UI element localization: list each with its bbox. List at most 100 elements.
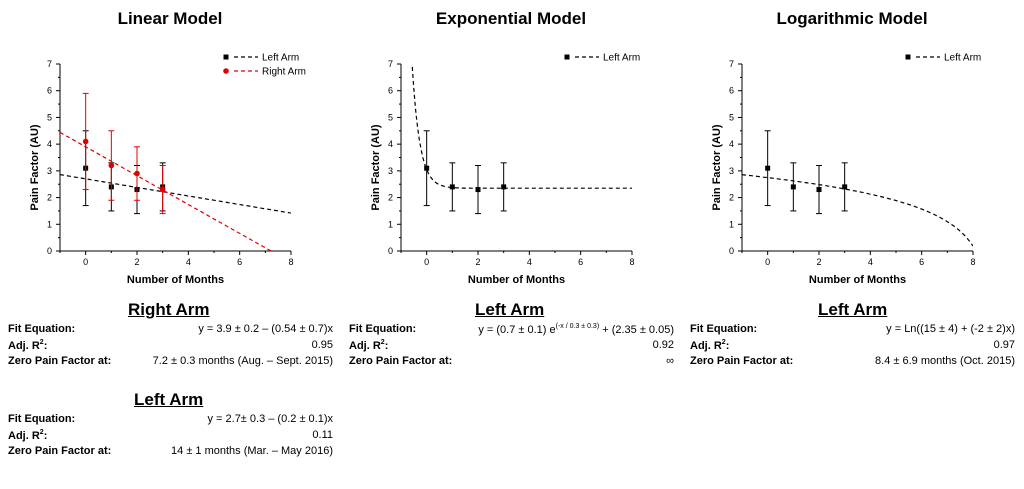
data-point (842, 184, 848, 190)
x-tick-label: 0 (765, 257, 770, 267)
left-arm-linear-equation-row: Fit Equation: y = 2.7± 0.3 – (0.2 ± 0.1)… (8, 413, 333, 429)
exponential-model-panel: Exponential Model 0 1 2 3 4 5 6 7 0 2 4 6 8 Number of … (341, 0, 682, 489)
linear-model-panel: Linear Model 0 1 2 3 4 5 6 7 0 2 4 6 8 Number of Month… (0, 0, 341, 489)
log-zero-row: Zero Pain Factor at: 8.4 ± 6.9 months (O… (690, 355, 1015, 371)
legend-marker (223, 54, 229, 60)
right-arm-r2-value: 0.95 (311, 339, 333, 351)
logarithmic-model-chart: Logarithmic Model 0 1 2 3 4 5 6 7 0 2 4 6 8 Number of … (711, 9, 981, 286)
data-point (134, 170, 140, 177)
legend-label: Left Arm (944, 53, 981, 64)
data-point (816, 187, 822, 193)
linear-model-chart: Linear Model 0 1 2 3 4 5 6 7 0 2 4 6 8 Number of Month… (29, 9, 306, 286)
y-axis-label: Pain Factor (AU) (29, 124, 41, 211)
y-axis-label: Pain Factor (AU) (370, 124, 382, 211)
adj-r2-label: Adj. R2: (690, 339, 730, 352)
right-arm-zero-value: 7.2 ± 0.3 months (Aug. – Sept. 2015) (152, 355, 333, 367)
exponential-equation-row: Fit Equation: y = (0.7 ± 0.1) e(-x / 0.3… (349, 323, 674, 339)
y-tick-label: 5 (47, 112, 52, 122)
left-arm-linear-zero-row: Zero Pain Factor at: 14 ± 1 months (Mar.… (8, 445, 333, 461)
x-tick-label: 4 (527, 257, 532, 267)
x-tick-label: 8 (629, 257, 634, 267)
right-arm-r2-row: Adj. R2: 0.95 (8, 339, 333, 355)
fit-line-left-arm (411, 64, 632, 189)
legend-label: Left Arm (262, 53, 299, 64)
y-tick-label: 0 (388, 246, 393, 256)
fit-line-left-arm (742, 174, 973, 247)
log-r2-value: 0.97 (993, 339, 1015, 351)
fit-equation-label: Fit Equation: (8, 323, 76, 335)
y-tick-label: 7 (47, 59, 52, 69)
y-tick-label: 6 (729, 86, 734, 96)
exponential-equation: y = (0.7 ± 0.1) e(-x / 0.3 ± 0.3) + (2.3… (478, 323, 674, 336)
x-tick-label: 2 (816, 257, 821, 267)
x-axis-label: Number of Months (127, 274, 224, 286)
data-point (108, 162, 115, 169)
left-arm-linear-r2-value: 0.11 (312, 429, 333, 441)
y-tick-label: 1 (729, 219, 734, 229)
y-tick-label: 5 (388, 112, 393, 122)
y-tick-label: 6 (47, 86, 52, 96)
exponential-zero-value: ∞ (666, 355, 674, 367)
data-point (424, 165, 430, 171)
x-tick-label: 8 (288, 257, 293, 267)
x-tick-label: 4 (186, 257, 191, 267)
x-tick-label: 6 (919, 257, 924, 267)
exponential-left-arm-fit-title: Left Arm (475, 300, 545, 319)
legend-label: Left Arm (603, 53, 640, 64)
x-tick-label: 6 (237, 257, 242, 267)
left-arm-linear-fit-title: Left Arm (134, 390, 204, 409)
data-point (82, 138, 89, 145)
data-point (790, 184, 796, 190)
x-tick-label: 4 (868, 257, 873, 267)
right-arm-equation: y = 3.9 ± 0.2 – (0.54 ± 0.7)x (198, 323, 333, 335)
fit-equation-label: Fit Equation: (690, 323, 758, 335)
y-tick-label: 1 (47, 219, 52, 229)
log-r2-row: Adj. R2: 0.97 (690, 339, 1015, 355)
data-point (159, 186, 166, 193)
y-tick-label: 7 (388, 59, 393, 69)
exponential-model-chart: Exponential Model 0 1 2 3 4 5 6 7 0 2 4 6 8 Number of … (370, 9, 640, 286)
y-tick-label: 0 (47, 246, 52, 256)
fit-line-right-arm (60, 131, 273, 251)
x-tick-label: 6 (578, 257, 583, 267)
legend-marker (223, 68, 229, 74)
chart-title: Exponential Model (436, 9, 586, 28)
right-arm-equation-row: Fit Equation: y = 3.9 ± 0.2 – (0.54 ± 0.… (8, 323, 333, 339)
x-tick-label: 8 (970, 257, 975, 267)
zero-pain-label: Zero Pain Factor at: (8, 355, 112, 367)
y-tick-label: 1 (388, 219, 393, 229)
legend-label: Right Arm (262, 67, 306, 78)
y-tick-label: 2 (729, 193, 734, 203)
y-tick-label: 2 (47, 193, 52, 203)
x-axis-label: Number of Months (468, 274, 565, 286)
x-tick-label: 0 (83, 257, 88, 267)
zero-pain-label: Zero Pain Factor at: (8, 445, 112, 457)
y-axis-label: Pain Factor (AU) (711, 124, 723, 211)
exponential-zero-row: Zero Pain Factor at: ∞ (349, 355, 674, 371)
x-tick-label: 0 (424, 257, 429, 267)
y-tick-label: 4 (388, 139, 393, 149)
y-tick-label: 2 (388, 193, 393, 203)
y-tick-label: 6 (388, 86, 393, 96)
right-arm-zero-row: Zero Pain Factor at: 7.2 ± 0.3 months (A… (8, 355, 333, 371)
fit-equation-label: Fit Equation: (349, 323, 417, 335)
log-zero-value: 8.4 ± 6.9 months (Oct. 2015) (875, 355, 1015, 367)
y-tick-label: 4 (729, 139, 734, 149)
y-tick-label: 5 (729, 112, 734, 122)
chart-title: Linear Model (118, 9, 223, 28)
chart-title: Logarithmic Model (776, 9, 927, 28)
logarithmic-model-panel: Logarithmic Model 0 1 2 3 4 5 6 7 0 2 4 6 8 Number of … (682, 0, 1023, 489)
legend-marker (564, 54, 570, 60)
log-equation: y = Ln((15 ± 4) + (-2 ± 2)x) (886, 323, 1015, 335)
left-arm-linear-r2-row: Adj. R2: 0.11 (8, 429, 333, 445)
exponential-r2-value: 0.92 (652, 339, 674, 351)
left-arm-linear-zero-value: 14 ± 1 months (Mar. – May 2016) (171, 445, 333, 457)
adj-r2-label: Adj. R2: (8, 429, 48, 442)
x-tick-label: 2 (475, 257, 480, 267)
y-tick-label: 7 (729, 59, 734, 69)
y-tick-label: 4 (47, 139, 52, 149)
fit-equation-label: Fit Equation: (8, 413, 76, 425)
left-arm-linear-equation: y = 2.7± 0.3 – (0.2 ± 0.1)x (207, 413, 333, 425)
adj-r2-label: Adj. R2: (349, 339, 389, 352)
data-point (475, 187, 481, 193)
